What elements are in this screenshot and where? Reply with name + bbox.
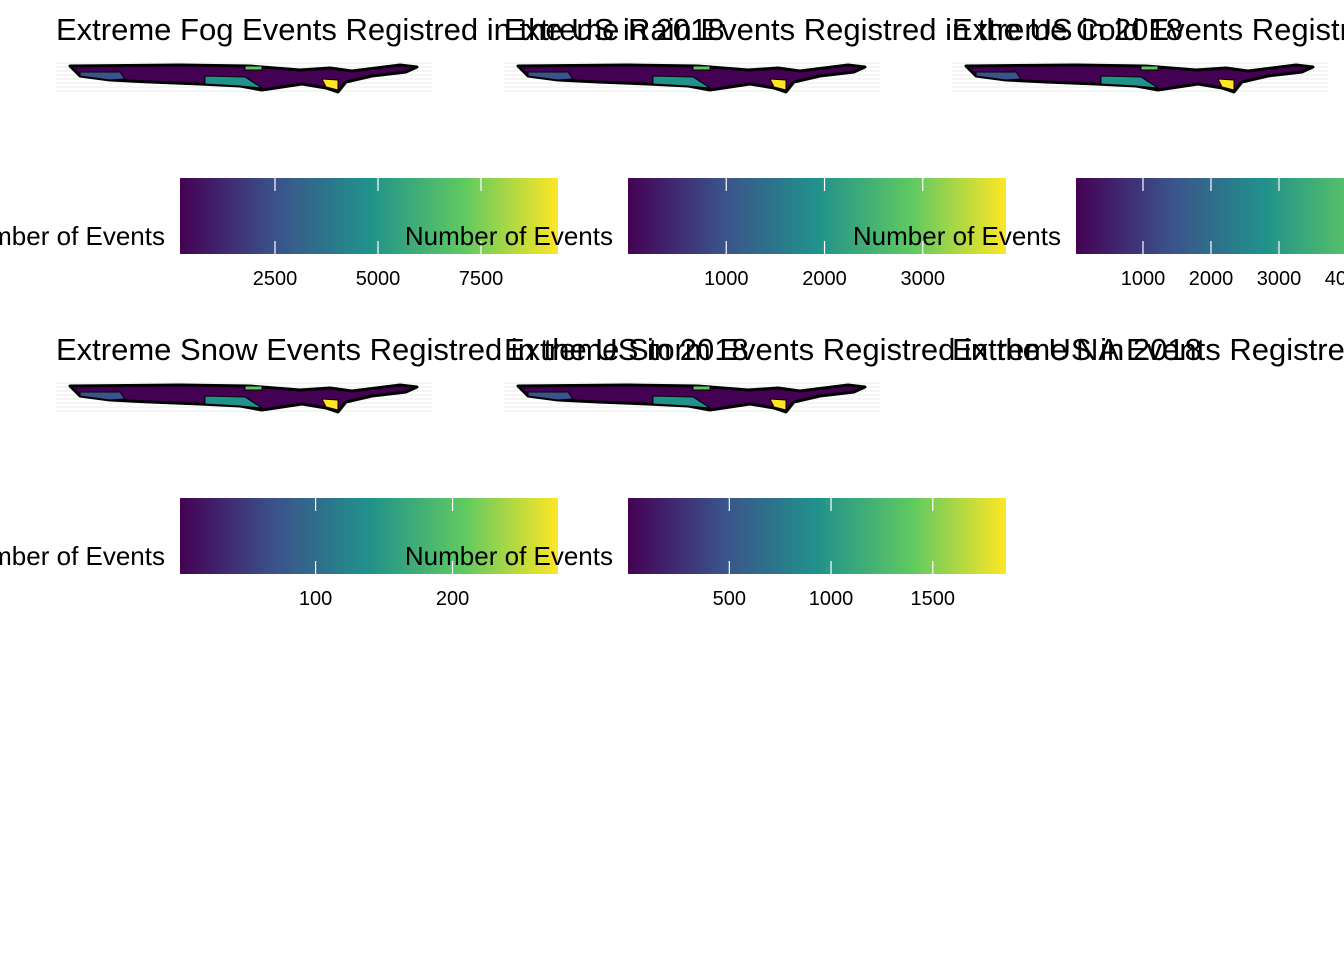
map-region [652,395,711,409]
colorbar [180,498,558,574]
panel: Extreme NA Events Registred in the US in… [952,332,1344,367]
colorbar-tick-label: 100 [299,588,332,610]
map-region [79,71,126,81]
map-region [79,391,126,401]
map-region [1217,78,1235,91]
colorbar [180,178,558,254]
colorbar-tick-label: 3000 [901,268,946,290]
map-region [692,65,711,71]
map-region [244,385,263,391]
colorbar-tick-label: 1000 [809,588,854,610]
legend-title: Number of Events [405,221,613,251]
map-region [769,398,787,411]
map-region [321,78,339,91]
colorbar-tick-label: 2000 [1189,268,1234,290]
map-region [204,395,263,409]
panel-title: Extreme Snow Events Registred in the US … [56,332,749,367]
colorbar-tick-label: 200 [436,588,469,610]
colorbar-tick-label: 2500 [253,268,298,290]
colorbar [628,178,1006,254]
panel-title: Extreme Rain Events Registred in the US … [504,12,1183,47]
panel-title: Extreme Storm Events Registred in the US… [504,332,1202,367]
map-region [1140,65,1159,71]
map-region [692,385,711,391]
map-region [769,78,787,91]
map-region [1100,75,1159,89]
colorbar-tick-label: 5000 [356,268,401,290]
map-region [975,71,1022,81]
colorbar-tick-label: 1000 [1121,268,1166,290]
colorbar-tick-label: 1000 [704,268,749,290]
panel: Extreme Storm Events Registred in the US… [405,332,1202,610]
legend-title: Number of Events [0,221,165,251]
map-region [321,398,339,411]
colorbar [1076,178,1344,254]
colorbar-tick-label: 2000 [802,268,847,290]
colorbar-tick-label: 1500 [911,588,956,610]
map-region [652,75,711,89]
panel: Extreme Cold Events Registred in the US … [853,12,1344,290]
colorbar-tick-label: 7500 [459,268,504,290]
map-region [527,391,574,401]
panel: Extreme Snow Events Registred in the US … [0,332,749,610]
panel-title: Extreme NA Events Registred in the US in… [952,332,1344,367]
map-region [204,75,263,89]
colorbar [628,498,1006,574]
panel: Extreme Rain Events Registred in the US … [405,12,1183,290]
colorbar-tick-label: 500 [713,588,746,610]
legend-title: Number of Events [0,541,165,571]
panel: Extreme Fog Events Registred in the US i… [0,12,725,290]
panel-title: Extreme Fog Events Registred in the US i… [56,12,725,47]
colorbar-tick-label: 4000 [1325,268,1344,290]
panel-title: Extreme Cold Events Registred in the US … [952,12,1344,47]
colorbar-tick-label: 3000 [1257,268,1302,290]
legend-title: Number of Events [853,221,1061,251]
map-region [244,65,263,71]
legend-title: Number of Events [405,541,613,571]
map-region [527,71,574,81]
